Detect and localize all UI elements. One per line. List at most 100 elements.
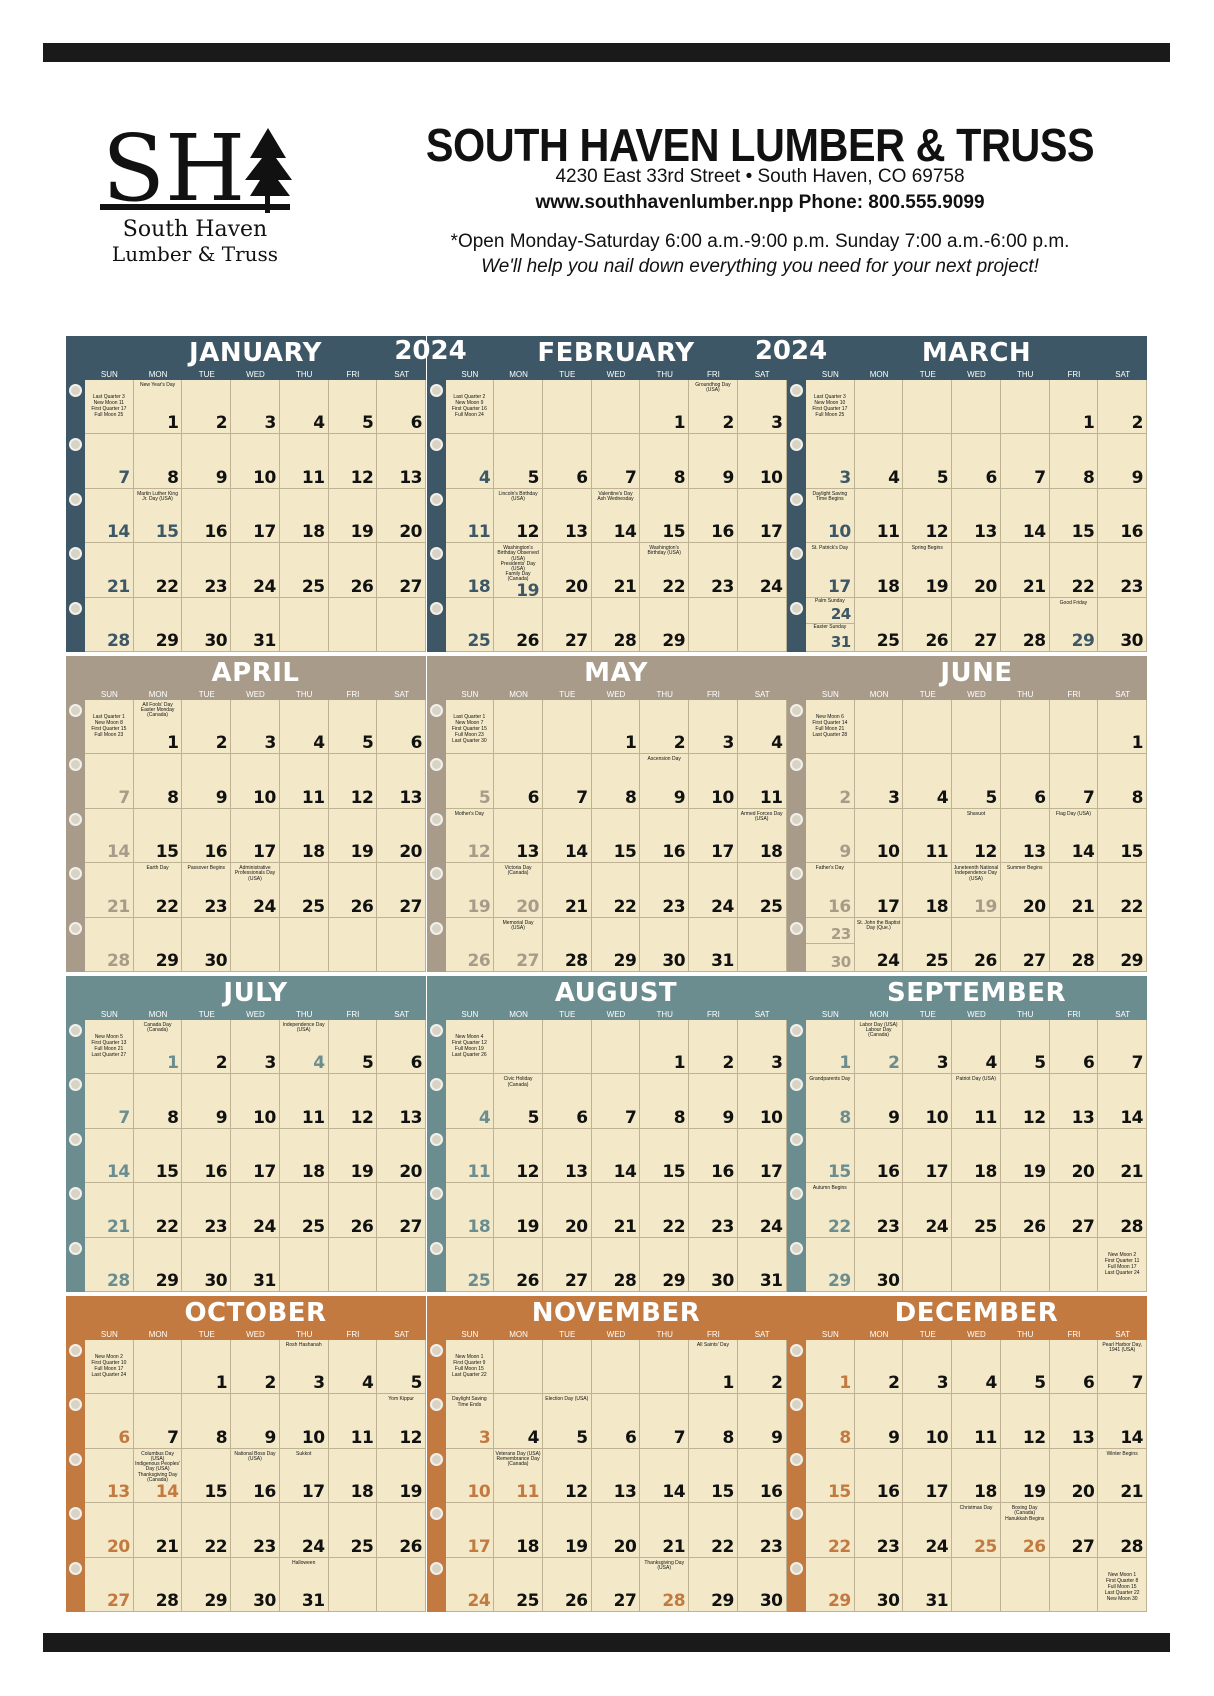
day-cell[interactable]: Grandparents Day 8 — [806, 1074, 855, 1129]
day-cell[interactable]: Civic Holiday (Canada) 5 — [494, 1074, 543, 1129]
day-cell[interactable]: 14 — [640, 1448, 690, 1504]
day-cell[interactable]: Autumn Begins 22 — [806, 1183, 855, 1238]
day-cell[interactable]: 2 — [737, 1340, 787, 1395]
day-cell[interactable] — [903, 700, 953, 755]
day-cell[interactable]: 15 — [689, 1448, 738, 1504]
day-cell[interactable]: 10 — [903, 1394, 953, 1449]
day-cell[interactable]: 17 — [689, 808, 738, 864]
day-cell[interactable] — [494, 1340, 543, 1395]
day-cell[interactable]: 28 — [85, 917, 134, 972]
day-cell[interactable]: 22 — [1049, 543, 1099, 598]
day-cell[interactable]: 22 — [133, 543, 183, 598]
day-cell[interactable]: 6 — [377, 700, 426, 755]
day-cell[interactable]: 26 — [952, 917, 1001, 972]
day-cell[interactable]: 26 — [903, 597, 953, 652]
day-cell[interactable]: 21 — [591, 1183, 641, 1238]
day-cell[interactable] — [377, 917, 426, 972]
day-cell[interactable]: Daylight Saving Time Ends 3 — [445, 1394, 495, 1449]
day-cell[interactable]: 30 — [854, 1557, 904, 1612]
day-cell[interactable]: 5 — [445, 754, 495, 809]
day-cell[interactable] — [1049, 1557, 1099, 1612]
day-cell[interactable] — [1000, 1557, 1050, 1612]
day-cell[interactable]: Halloween 31 — [279, 1557, 329, 1612]
day-cell[interactable]: 17 — [231, 1128, 280, 1184]
day-cell[interactable]: 12 — [328, 434, 378, 489]
day-cell[interactable]: 14 — [1098, 1074, 1147, 1129]
day-cell[interactable]: 30 — [231, 1557, 280, 1612]
day-cell[interactable]: 10 — [903, 1074, 953, 1129]
day-cell[interactable]: 29 — [182, 1557, 232, 1612]
day-cell[interactable]: 13 — [85, 1448, 134, 1504]
day-cell[interactable]: Flag Day (USA) 14 — [1049, 808, 1099, 864]
day-cell[interactable]: 4 — [328, 1340, 378, 1395]
day-cell[interactable]: 9 — [737, 1394, 787, 1449]
day-cell[interactable]: 29 — [806, 1237, 855, 1292]
day-cell[interactable]: 11 — [328, 1394, 378, 1449]
day-cell[interactable]: 19 — [494, 1183, 543, 1238]
day-cell[interactable]: 28 — [1000, 597, 1050, 652]
day-cell[interactable]: 2 — [231, 1340, 280, 1395]
day-cell[interactable]: 14 — [85, 488, 134, 544]
day-cell[interactable] — [591, 380, 641, 435]
day-cell[interactable]: New Moon 2 First Quarter 11 Full Moon 17… — [1098, 1237, 1147, 1292]
day-cell[interactable]: 13 — [377, 754, 426, 809]
day-cell[interactable]: 9 — [854, 1074, 904, 1129]
day-cell[interactable]: 13 — [1049, 1074, 1099, 1129]
day-cell[interactable]: Passover Begins 23 — [182, 863, 232, 918]
day-cell[interactable]: 3 — [737, 1020, 787, 1075]
day-cell[interactable]: 23 — [1098, 543, 1147, 598]
day-cell[interactable]: 8 — [133, 1074, 183, 1129]
day-cell[interactable]: 18 — [279, 1128, 329, 1184]
day-cell[interactable]: Washington's Birthday (USA) 22 — [640, 543, 690, 598]
day-cell[interactable]: 7 — [640, 1394, 690, 1449]
day-cell[interactable]: 16 — [182, 1128, 232, 1184]
day-cell[interactable]: 17 — [737, 488, 787, 544]
day-cell[interactable]: 3 — [903, 1340, 953, 1395]
day-cell[interactable]: Good Friday 29 — [1049, 597, 1099, 652]
day-cell[interactable]: 17 — [903, 1448, 953, 1504]
day-cell[interactable]: 11 — [854, 488, 904, 544]
day-cell[interactable]: 22 — [133, 1183, 183, 1238]
day-cell[interactable]: Last Quarter 2 New Moon 9 First Quarter … — [445, 380, 495, 435]
day-cell[interactable]: 28 — [591, 1237, 641, 1292]
day-cell[interactable] — [542, 1340, 592, 1395]
day-cell[interactable]: 22 — [591, 863, 641, 918]
day-cell[interactable]: 3 — [737, 380, 787, 435]
day-cell[interactable]: 19 — [445, 863, 495, 918]
day-cell[interactable]: 1 — [591, 700, 641, 755]
day-cell[interactable]: 4 — [445, 1074, 495, 1129]
day-cell[interactable]: 29 — [133, 917, 183, 972]
day-cell[interactable]: 15 — [133, 808, 183, 864]
day-cell[interactable]: 26 — [328, 1183, 378, 1238]
day-cell[interactable]: 6 — [377, 1020, 426, 1075]
day-cell[interactable]: 17 — [231, 808, 280, 864]
day-cell[interactable]: 29 — [133, 1237, 183, 1292]
day-cell[interactable]: 22 — [640, 1183, 690, 1238]
day-cell[interactable] — [328, 917, 378, 972]
day-cell[interactable]: 20 — [542, 1183, 592, 1238]
day-cell[interactable]: Last Quarter 3 New Moon 10 First Quarter… — [806, 380, 855, 435]
day-cell[interactable]: 23 — [231, 1503, 280, 1558]
day-cell[interactable]: 1 — [182, 1340, 232, 1395]
day-cell[interactable]: 2 — [1098, 380, 1147, 435]
day-cell[interactable]: 23 30 — [806, 917, 855, 972]
day-cell[interactable]: 22 — [182, 1503, 232, 1558]
day-cell[interactable]: 7 — [1000, 434, 1050, 489]
day-cell[interactable]: 28 — [1098, 1503, 1147, 1558]
day-cell[interactable]: 24 — [903, 1503, 953, 1558]
day-cell[interactable]: 27 — [542, 1237, 592, 1292]
day-cell[interactable]: 5 — [1000, 1020, 1050, 1075]
day-cell[interactable]: 16 — [182, 488, 232, 544]
day-cell[interactable]: 27 — [952, 597, 1001, 652]
day-cell[interactable]: 21 — [85, 1183, 134, 1238]
day-cell[interactable] — [591, 1340, 641, 1395]
day-cell[interactable] — [328, 1557, 378, 1612]
day-cell[interactable]: 20 — [1049, 1128, 1099, 1184]
day-cell[interactable]: Victoria Day (Canada) 20 — [494, 863, 543, 918]
day-cell[interactable]: New Moon 5 First Quarter 13 Full Moon 21… — [85, 1020, 134, 1075]
day-cell[interactable]: 7 — [1098, 1020, 1147, 1075]
day-cell[interactable]: 24 — [231, 543, 280, 598]
day-cell[interactable] — [1049, 700, 1099, 755]
day-cell[interactable]: 9 — [854, 1394, 904, 1449]
day-cell[interactable]: 10 — [689, 754, 738, 809]
